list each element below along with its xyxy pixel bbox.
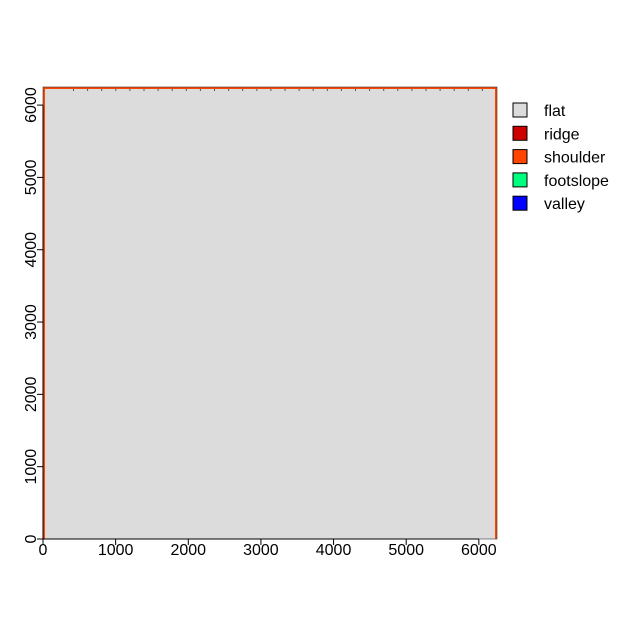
raster-speckle [101, 89, 103, 91]
raster-speckle [467, 89, 469, 91]
raster-flat-cells [45, 89, 495, 539]
raster-speckle [270, 89, 272, 91]
x-tick-label: 0 [39, 542, 48, 559]
legend-swatch-shoulder [512, 149, 528, 165]
legend-label-ridge: ridge [544, 126, 580, 143]
x-tick-label: 3000 [243, 542, 279, 559]
legend-label-flat: flat [544, 103, 566, 120]
legend-swatch-ridge [512, 125, 528, 141]
y-tick-label: 6000 [23, 87, 40, 123]
raster-speckle [298, 89, 300, 91]
legend-swatch-valley [512, 195, 528, 211]
raster-area [42, 86, 498, 540]
raster-speckle [256, 89, 258, 91]
raster-speckle [143, 89, 145, 91]
raster-speckle [171, 89, 173, 91]
legend-label-footslope: footslope [544, 173, 609, 190]
raster-speckle [439, 89, 441, 91]
raster-speckle [397, 89, 399, 91]
y-tick-label: 1000 [23, 449, 40, 485]
raster-speckle [199, 89, 201, 91]
raster-speckle [73, 89, 74, 91]
raster-speckle [355, 89, 356, 91]
raster-speckle [481, 89, 483, 91]
raster-speckle [185, 89, 187, 91]
legend-label-valley: valley [544, 196, 585, 213]
raster-speckle [369, 89, 371, 91]
x-tick-label: 5000 [388, 542, 424, 559]
raster-speckle [425, 89, 427, 91]
raster-speckle [383, 89, 385, 91]
y-tick-label: 0 [23, 534, 40, 543]
raster-speckle [87, 89, 89, 91]
raster-speckle [129, 89, 131, 91]
axes: 0 1000 2000 3000 4000 5000 6000 0 1000 2000 3000 40… [23, 87, 497, 559]
x-tick-label: 6000 [461, 542, 497, 559]
raster-top-edge-speckles [73, 89, 483, 91]
raster-speckle [411, 89, 413, 91]
legend: flat ridge shoulder footslope valley [512, 102, 609, 213]
y-tick-label: 5000 [23, 160, 40, 196]
raster-speckle [312, 89, 314, 91]
x-tick-label: 4000 [316, 542, 352, 559]
raster-speckle [453, 89, 455, 91]
y-tick-label: 4000 [23, 232, 40, 268]
legend-swatch-flat [512, 102, 528, 118]
raster-speckle [340, 89, 342, 91]
raster-speckle [284, 89, 286, 91]
y-tick-label: 2000 [23, 376, 40, 412]
y-tick-label: 3000 [23, 304, 40, 340]
raster-speckle [115, 89, 117, 91]
raster-speckle [157, 89, 159, 91]
x-tick-label: 1000 [98, 542, 134, 559]
legend-swatch-footslope [512, 172, 528, 188]
raster-speckle [228, 89, 230, 91]
raster-speckle [242, 89, 244, 91]
x-tick-label: 2000 [170, 542, 206, 559]
legend-label-shoulder: shoulder [544, 150, 606, 167]
raster-speckle [214, 89, 215, 91]
raster-speckle [326, 89, 328, 91]
